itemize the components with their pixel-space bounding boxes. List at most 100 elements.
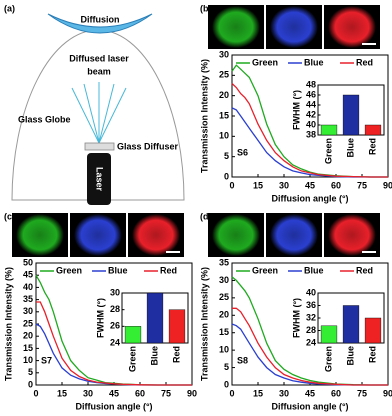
inset-y-tick-label: 40 — [306, 119, 316, 129]
x-tick-label: 75 — [357, 388, 367, 398]
x-tick-label: 0 — [229, 388, 234, 398]
spot — [212, 214, 260, 256]
x-tick-label: 45 — [305, 180, 315, 190]
beam-label: Diffused laser — [69, 53, 129, 63]
inset-category-label: Blue — [149, 346, 159, 366]
bar — [320, 325, 338, 344]
spot — [74, 214, 122, 256]
y-tick-label: 40 — [23, 282, 33, 292]
x-tick-label: 60 — [331, 388, 341, 398]
spot — [270, 6, 318, 48]
x-tick-label: 30 — [279, 180, 289, 190]
legend-label: Blue — [304, 265, 324, 275]
inset-y-tick-label: 32 — [306, 312, 316, 322]
laser-label: Laser — [95, 167, 105, 192]
inset-category-label: Red — [367, 346, 377, 363]
spot — [212, 6, 260, 48]
inset-category-label: Green — [323, 138, 333, 164]
inset-category-label: Blue — [345, 138, 355, 158]
bar — [342, 305, 360, 344]
inset-y-tick-label: 44 — [306, 99, 316, 109]
y-tick-label: 0 — [224, 379, 229, 389]
sample-label: S8 — [237, 355, 248, 365]
legend-label: Green — [56, 265, 82, 275]
x-tick-label: 90 — [383, 180, 392, 190]
x-tick-label: 75 — [161, 388, 171, 398]
inset-category-label: Blue — [345, 346, 355, 366]
panel-label: (d) — [200, 211, 212, 221]
sample-label: S7 — [41, 355, 52, 365]
inset-y-tick-label: 28 — [306, 325, 316, 335]
legend-label: Red — [356, 57, 373, 67]
legend-label: Green — [252, 57, 278, 67]
y-tick-label: 25 — [23, 318, 33, 328]
legend-label: Blue — [304, 57, 324, 67]
inset-category-label: Green — [323, 346, 333, 372]
inset-y-tick-label: 42 — [306, 109, 316, 119]
diffusion-label: Diffusion — [81, 14, 120, 24]
y-tick-label: 20 — [23, 331, 33, 341]
x-tick-label: 30 — [83, 388, 93, 398]
x-tick-label: 60 — [135, 388, 145, 398]
x-tick-label: 45 — [305, 388, 315, 398]
inset-y-tick-label: 46 — [306, 89, 316, 99]
y-tick-label: 30 — [219, 275, 229, 285]
diagram: (a) Diffusion Diffused laser beam Glass … — [4, 3, 185, 205]
y-tick-label: 10 — [219, 345, 229, 355]
globe-label: Glass Globe — [18, 114, 71, 124]
y-tick-label: 45 — [23, 270, 33, 280]
inset-y-tick-label: 40 — [306, 287, 316, 297]
y-tick-label: 5 — [224, 362, 229, 372]
x-axis-label: Diffusion angle (°) — [271, 193, 348, 203]
inset-y-axis-label: FWHM (°) — [95, 298, 105, 338]
y-tick-label: 15 — [219, 327, 229, 337]
diffuser — [84, 142, 115, 151]
y-tick-label: 15 — [219, 110, 229, 120]
bar — [364, 124, 382, 136]
spot — [328, 6, 376, 48]
x-tick-label: 45 — [109, 388, 119, 398]
inset-category-label: Red — [171, 346, 181, 363]
y-tick-label: 50 — [23, 257, 33, 267]
y-tick-label: 10 — [219, 131, 229, 141]
inset-category-label: Red — [367, 138, 377, 155]
y-tick-label: 5 — [224, 151, 229, 161]
panel-label: (b) — [200, 3, 212, 13]
sample-label: S6 — [237, 147, 248, 157]
beam-label: beam — [87, 66, 111, 76]
rays — [71, 82, 127, 144]
bar — [124, 326, 142, 344]
x-tick-label: 15 — [253, 388, 263, 398]
inset-y-tick-label: 26 — [110, 321, 120, 331]
inset-y-tick-label: 36 — [306, 300, 316, 310]
y-tick-label: 35 — [23, 294, 33, 304]
y-tick-label: 5 — [28, 367, 33, 377]
x-tick-label: 30 — [279, 388, 289, 398]
inset-y-tick-label: 30 — [110, 287, 120, 297]
laser — [87, 153, 111, 205]
y-tick-label: 0 — [224, 171, 229, 181]
x-tick-label: 0 — [229, 180, 234, 190]
bar — [342, 94, 360, 136]
panel-label: (a) — [4, 3, 15, 13]
bar — [320, 124, 338, 136]
inset-y-tick-label: 24 — [110, 337, 120, 347]
y-tick-label: 10 — [23, 355, 33, 365]
spot — [328, 214, 376, 256]
x-tick-label: 75 — [357, 180, 367, 190]
diffuser-label: Glass Diffuser — [117, 141, 179, 151]
panel-label: (c) — [4, 211, 15, 221]
curve — [232, 307, 388, 386]
y-tick-label: 35 — [219, 257, 229, 267]
y-axis-label: Transmission Intensity (%) — [199, 267, 209, 381]
legend-label: Red — [356, 265, 373, 275]
spot — [270, 214, 318, 256]
curve — [231, 83, 388, 178]
x-tick-label: 90 — [187, 388, 197, 398]
x-axis-label: Diffusion angle (°) — [271, 401, 348, 411]
x-axis-label: Diffusion angle (°) — [75, 401, 152, 411]
y-tick-label: 25 — [219, 292, 229, 302]
inset-y-tick-label: 38 — [306, 129, 316, 139]
y-tick-label: 25 — [219, 70, 229, 80]
